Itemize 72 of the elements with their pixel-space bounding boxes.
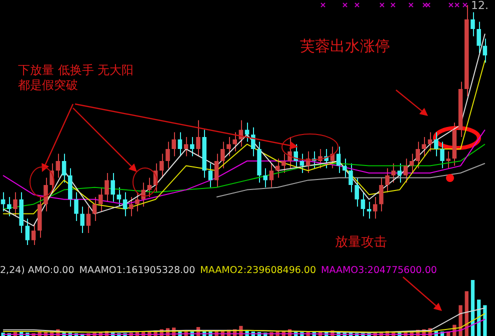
candlestick: [269, 162, 274, 188]
candlestick: [470, 12, 475, 37]
candlestick: [379, 177, 384, 212]
candlestick: [342, 158, 347, 178]
candlestick: [104, 172, 109, 202]
candlestick: [476, 21, 481, 54]
candlestick: [354, 177, 359, 208]
candlestick: [220, 141, 225, 169]
candlestick: [122, 192, 128, 217]
candlestick: [80, 206, 84, 234]
candlestick: [251, 126, 256, 157]
annotation: 放量攻击: [335, 235, 387, 250]
candlestick: [25, 218, 30, 246]
candlestick: [282, 153, 286, 174]
text: 2,24) AMO:0.00: [0, 265, 74, 276]
candlestick: [110, 172, 115, 202]
candlestick: [135, 192, 140, 212]
candlestick: [166, 141, 170, 169]
candlestick: [336, 146, 341, 174]
candlestick: [385, 168, 390, 193]
candlestick: [404, 158, 408, 184]
annotation: 12.: [471, 0, 488, 12]
candlestick: [196, 120, 200, 157]
annotation: 芙蓉出水涨停: [300, 37, 390, 55]
candlestick: [44, 177, 48, 212]
candlestick: [13, 192, 18, 217]
candlestick: [434, 132, 438, 157]
text: MAAMO2:239608496.00: [200, 265, 316, 276]
candlestick: [208, 162, 213, 188]
candlestick: [68, 168, 72, 208]
candlestick: [184, 136, 188, 157]
candlestick: [56, 153, 60, 178]
candlestick: [214, 153, 219, 188]
bar: [483, 305, 487, 336]
candlestick: [440, 141, 444, 169]
candlestick: [62, 153, 66, 184]
candlestick: [226, 136, 231, 157]
candlestick: [360, 192, 366, 217]
candlestick: [482, 38, 488, 64]
candlestick: [348, 162, 353, 193]
annotation: 都是假突破: [18, 78, 78, 92]
candlestick: [160, 153, 164, 178]
candlestick: [288, 136, 292, 169]
candlestick: [373, 196, 378, 220]
candlestick: [190, 136, 194, 157]
candlestick: [92, 196, 97, 222]
candlestick: [294, 144, 298, 169]
candlestick: [7, 196, 12, 217]
candlestick: [86, 206, 91, 234]
candlestick: [416, 141, 420, 169]
candlestick: [116, 186, 122, 208]
candlestick: [147, 177, 152, 198]
candlestick: [300, 153, 304, 174]
candlestick: [178, 132, 182, 157]
candlestick: [172, 132, 176, 157]
candlestick: [74, 192, 78, 222]
candlestick: [98, 186, 103, 212]
candlestick: [232, 132, 237, 152]
candlestick: [422, 136, 426, 157]
candlestick: [129, 196, 134, 217]
candlestick: [263, 168, 268, 188]
text: MAAMO1:161905328.00: [79, 265, 196, 276]
candlestick: [366, 201, 372, 220]
candlestick: [141, 182, 146, 208]
text: MAAMO3:204775600.00: [321, 265, 437, 276]
annotation: 下放量 低换手 无大阳: [18, 63, 134, 78]
candlestick: [391, 162, 396, 184]
candlestick: [397, 162, 402, 184]
candlestick: [446, 150, 450, 169]
candlestick: [31, 222, 36, 246]
bar: [470, 280, 475, 336]
candlestick: [410, 153, 414, 174]
